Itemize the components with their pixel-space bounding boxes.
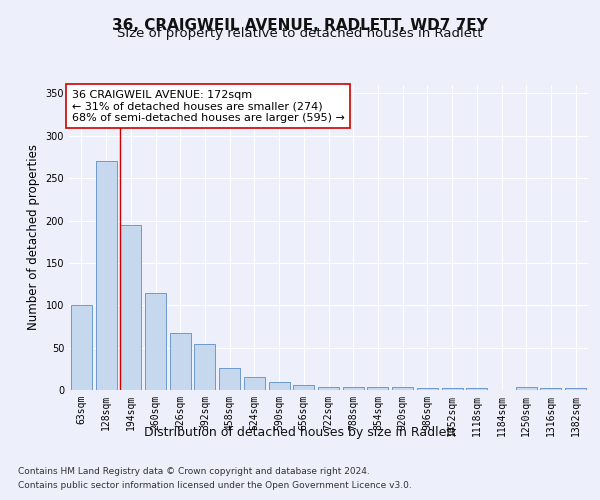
Bar xyxy=(516,388,537,390)
Bar xyxy=(145,292,166,390)
Text: Size of property relative to detached houses in Radlett: Size of property relative to detached ho… xyxy=(117,28,483,40)
Bar xyxy=(120,225,141,390)
Bar xyxy=(170,333,191,390)
Bar xyxy=(318,386,339,390)
Bar xyxy=(293,385,314,390)
Bar xyxy=(269,382,290,390)
Bar xyxy=(244,378,265,390)
Bar xyxy=(466,388,487,390)
Text: Contains public sector information licensed under the Open Government Licence v3: Contains public sector information licen… xyxy=(18,480,412,490)
Bar xyxy=(219,368,240,390)
Bar xyxy=(194,344,215,390)
Bar xyxy=(442,388,463,390)
Bar xyxy=(95,161,116,390)
Bar xyxy=(541,388,562,390)
Bar xyxy=(565,388,586,390)
Bar xyxy=(71,306,92,390)
Bar xyxy=(392,388,413,390)
Text: Distribution of detached houses by size in Radlett: Distribution of detached houses by size … xyxy=(144,426,456,439)
Text: 36, CRAIGWEIL AVENUE, RADLETT, WD7 7EY: 36, CRAIGWEIL AVENUE, RADLETT, WD7 7EY xyxy=(112,18,488,32)
Bar xyxy=(417,388,438,390)
Y-axis label: Number of detached properties: Number of detached properties xyxy=(27,144,40,330)
Text: 36 CRAIGWEIL AVENUE: 172sqm
← 31% of detached houses are smaller (274)
68% of se: 36 CRAIGWEIL AVENUE: 172sqm ← 31% of det… xyxy=(71,90,344,123)
Bar xyxy=(343,388,364,390)
Text: Contains HM Land Registry data © Crown copyright and database right 2024.: Contains HM Land Registry data © Crown c… xyxy=(18,466,370,475)
Bar xyxy=(367,388,388,390)
